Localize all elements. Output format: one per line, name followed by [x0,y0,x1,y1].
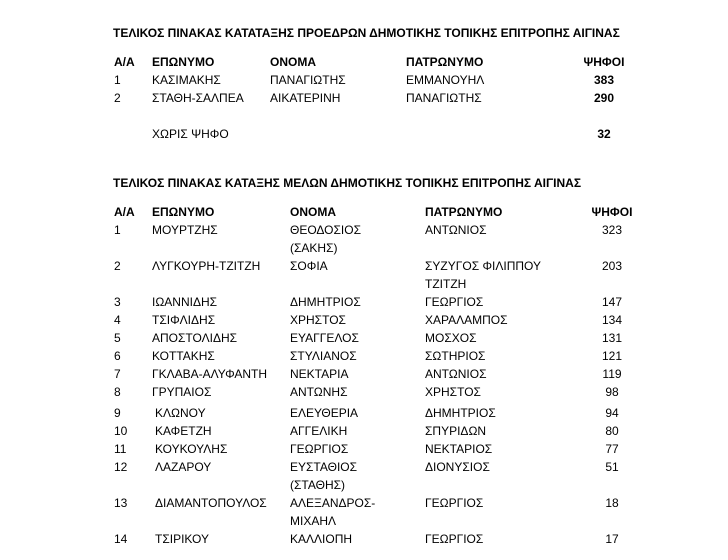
table-cell: ΣΠΥΡΙΔΩΝ [425,424,487,438]
table-cell: ΛΑΖΑΡΟΥ [155,460,212,474]
table-cell: ΧΡΗΣΤΟΣ [425,385,481,399]
table-cell: 383 [593,73,615,87]
column-header: ΕΠΩΝΥΜΟ [152,55,215,69]
table-cell: ΓΚΛΑΒΑ-ΑΛΥΦΑΝΤΗ [152,367,267,381]
table-cell: ΚΟΥΚΟΥΛΗΣ [155,442,228,456]
table-cell: ΕΥΑΓΓΕΛΟΣ [290,331,359,345]
table-cell: ΣΤΑΘΗ-ΣΑΛΠΕΑ [152,91,244,105]
column-header: ΟΝΟΜΑ [290,205,336,219]
table-cell: ΑΛΕΞΑΝΔΡΟΣ- [290,496,376,510]
table-cell: ΑΝΤΩΝΙΟΣ [425,223,487,237]
table-cell: 147 [601,295,623,309]
table-cell: 51 [605,460,619,474]
table-cell: 10 [114,424,128,438]
table-cell: ΚΑΦΕΤΖΗ [155,424,212,438]
column-header: Α/Α [114,55,135,69]
table-cell: 134 [601,313,623,327]
table-cell: ΔΙΑΜΑΝΤΟΠΟΥΛΟΣ [155,496,267,510]
table-cell: (ΣΤΑΘΗΣ) [290,478,346,492]
table-cell: ΑΓΓΕΛΙΚΗ [290,424,348,438]
table-cell: 290 [593,91,615,105]
table-cell: ΕΥΣΤΑΘΙΟΣ [290,460,358,474]
table-cell: 2 [114,91,121,105]
table-cell: ΤΖΙΤΖΗ [425,277,467,291]
table-cell: ΜΟΣΧΟΣ [425,331,477,345]
table-cell: ΣΩΤΗΡΙΟΣ [425,349,486,363]
table-cell: ΧΡΗΣΤΟΣ [290,313,346,327]
column-header: ΠΑΤΡΩΝΥΜΟ [406,55,484,69]
table-cell: ΔΗΜΗΤΡΙΟΣ [425,406,496,420]
table-cell: 80 [605,424,619,438]
table-cell: 77 [605,442,619,456]
table-cell: ΔΗΜΗΤΡΙΟΣ [290,295,361,309]
table-cell: ΓΕΩΡΓΙΟΣ [290,442,349,456]
table-cell: ΠΑΝΑΓΙΩΤΗΣ [270,73,346,87]
column-header: Α/Α [114,205,135,219]
table-cell: 4 [114,313,121,327]
table-cell: ΕΜΜΑΝΟΥΗΛ [406,73,485,87]
table-cell: 9 [114,406,121,420]
table-cell: ΧΑΡΑΛΑΜΠΟΣ [425,313,508,327]
table-cell: ΚΑΣΙΜΑΚΗΣ [152,73,221,87]
table-cell: 131 [601,331,623,345]
column-header: ΠΑΤΡΩΝΥΜΟ [425,205,503,219]
table-cell: 94 [605,406,619,420]
table-cell: ΓΡΥΠΑΙΟΣ [152,385,212,399]
section-title: ΤΕΛΙΚΟΣ ΠΙΝΑΚΑΣ ΚΑΤΑΞΗΣ ΜΕΛΩΝ ΔΗΜΟΤΙΚΗΣ … [113,176,582,190]
table-cell: ΤΣΙΡΙΚΟΥ [155,532,210,546]
table-cell: 17 [605,532,619,546]
table-cell: 1 [114,223,121,237]
table-cell: 14 [114,532,128,546]
table-cell: ΝΕΚΤΑΡΙΑ [290,367,349,381]
column-header: ΨΗΦΟΙ [583,55,625,69]
table-cell: ΑΙΚΑΤΕΡΙΝΗ [270,91,341,105]
table-cell: ΛΥΓΚΟΥΡΗ-ΤΖΙΤΖΗ [152,259,261,273]
column-header: ΕΠΩΝΥΜΟ [152,205,215,219]
table-cell: ΚΛΩΝΟΥ [155,406,206,420]
table-cell: (ΣΑΚΗΣ) [290,241,338,255]
table-cell: 98 [605,385,619,399]
column-header: ΨΗΦΟΙ [591,205,633,219]
table-cell: ΙΩΑΝΝΙΔΗΣ [152,295,218,309]
table-cell: ΓΕΩΡΓΙΟΣ [425,532,484,546]
table-cell: ΚΟΤΤΑΚΗΣ [152,349,215,363]
table-cell: ΓΕΩΡΓΙΟΣ [425,496,484,510]
table-cell: 1 [114,73,121,87]
table-cell: ΤΣΙΦΛΙΔΗΣ [152,313,216,327]
table-cell: 3 [114,295,121,309]
table-cell: 323 [601,223,623,237]
blank-votes: 32 [597,127,611,141]
table-cell: 18 [605,496,619,510]
table-cell: ΘΕΟΔΟΣΙΟΣ [290,223,362,237]
column-header: ΟΝΟΜΑ [270,55,316,69]
table-cell: 5 [114,331,121,345]
table-cell: ΣΥΖΥΓΟΣ ΦΙΛΙΠΠΟΥ [425,259,541,273]
table-cell: 6 [114,349,121,363]
table-cell: 119 [602,367,622,381]
table-cell: 121 [601,349,623,363]
table-cell: 8 [114,385,121,399]
table-cell: 11 [114,442,127,456]
table-cell: 13 [114,496,128,510]
table-cell: ΣΟΦΙΑ [290,259,328,273]
table-cell: ΔΙΟΝΥΣΙΟΣ [425,460,490,474]
section-title: ΤΕΛΙΚΟΣ ΠΙΝΑΚΑΣ ΚΑΤΑΤΑΞΗΣ ΠΡΟΕΔΡΩΝ ΔΗΜΟΤ… [113,26,620,40]
table-cell: ΕΛΕΥΘΕΡΙΑ [290,406,359,420]
table-cell: 7 [114,367,121,381]
table-cell: ΝΕΚΤΑΡΙΟΣ [425,442,493,456]
table-cell: ΑΠΟΣΤΟΛΙΔΗΣ [152,331,238,345]
table-cell: ΜΟΥΡΤΖΗΣ [152,223,218,237]
table-cell: 203 [601,259,623,273]
table-cell: ΠΑΝΑΓΙΩΤΗΣ [406,91,482,105]
table-cell: 2 [114,259,121,273]
table-cell: ΓΕΩΡΓΙΟΣ [425,295,484,309]
table-cell: ΑΝΤΩΝΙΟΣ [425,367,487,381]
table-cell: 12 [114,460,128,474]
table-cell: ΣΤΥΛΙΑΝΟΣ [290,349,357,363]
table-cell: ΜΙΧΑΗΛ [290,514,337,528]
blank-label: ΧΩΡΙΣ ΨΗΦΟ [152,127,229,141]
table-cell: ΚΑΛΛΙΟΠΗ [290,532,353,546]
table-cell: ΑΝΤΩΝΗΣ [290,385,348,399]
